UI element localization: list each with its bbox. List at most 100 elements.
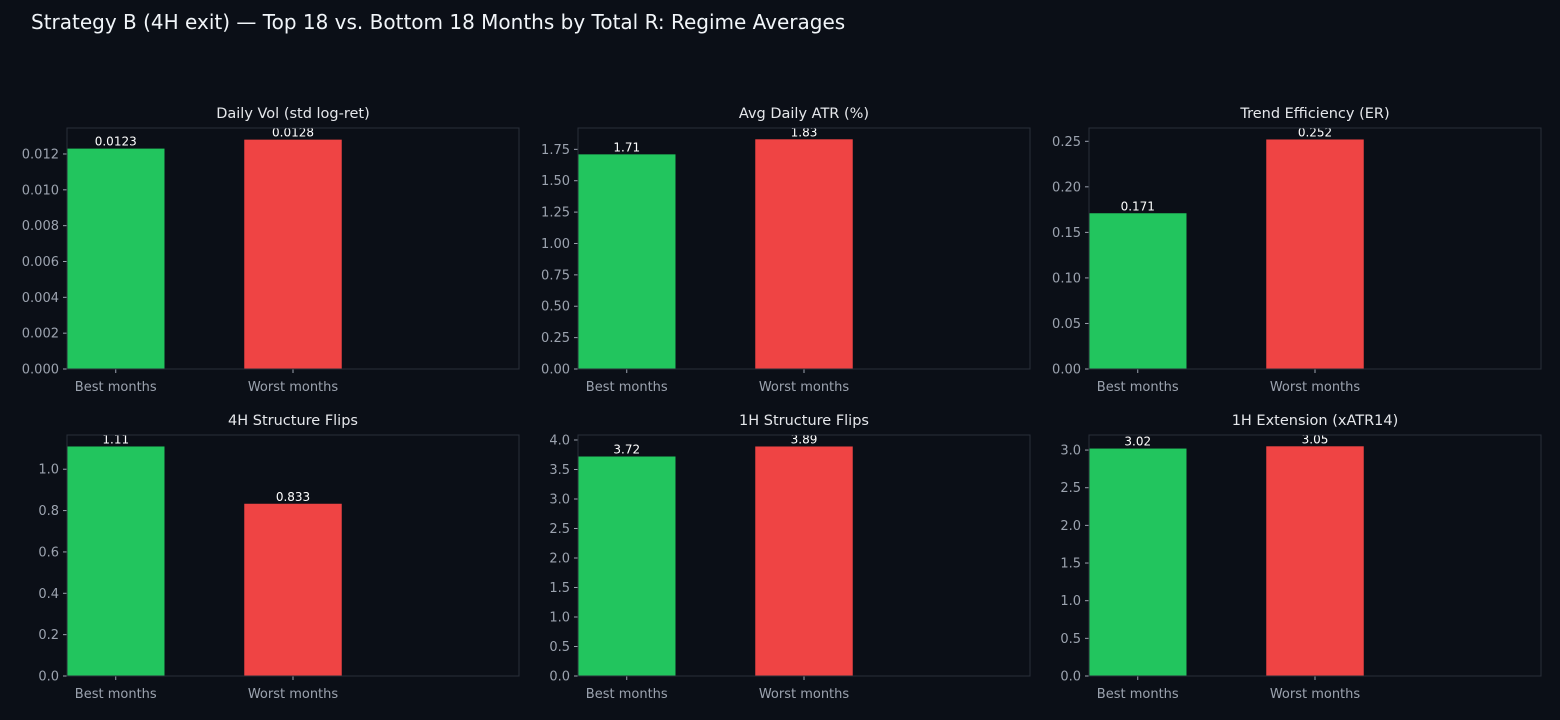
chart-panel-5: 1H Structure Flips 3.72 3.89 0.0 0.5 1.0 1.5 2.… [549, 413, 1031, 702]
y-tick-label: 0.10 [1052, 271, 1081, 286]
bar-best-months [1089, 213, 1187, 369]
y-tick-label: 0.4 [38, 587, 59, 602]
chart-panel-2: Avg Daily ATR (%) 1.71 1.83 0.00 0.25 0.50 0.7… [541, 106, 1031, 395]
y-tick-label: 2.5 [1060, 481, 1081, 496]
y-tick-label: 0.50 [541, 300, 570, 315]
bar-worst-months [1266, 139, 1364, 369]
y-tick-label: 1.0 [549, 610, 570, 625]
x-tick-label: Best months [1097, 687, 1179, 702]
axes-frame [66, 127, 520, 370]
y-tick-label: 0.6 [38, 545, 59, 560]
x-tick-label: Worst months [759, 687, 850, 702]
bar-value-label: 3.05 [1302, 432, 1329, 446]
y-tick-label: 3.0 [549, 492, 570, 507]
y-tick-label: 0.20 [1052, 180, 1081, 195]
y-tick-label: 0.000 [22, 363, 59, 378]
y-tick-label: 4.0 [549, 433, 570, 448]
y-tick-label: 0.002 [22, 327, 59, 342]
bar-best-months [1089, 448, 1187, 676]
x-tick-label: Worst months [248, 687, 339, 702]
y-tick-label: 0.0 [549, 670, 570, 685]
chart-panel-4: 4H Structure Flips 1.11 0.833 0.0 0.2 0.4 0.6 0… [38, 413, 520, 702]
y-tick-label: 0.5 [549, 640, 570, 655]
x-tick-label: Best months [586, 687, 668, 702]
y-tick-label: 0.004 [22, 291, 59, 306]
x-tick-label: Best months [75, 380, 157, 395]
bar-value-label: 3.72 [613, 443, 640, 457]
y-tick-label: 0.05 [1052, 317, 1081, 332]
bar-value-label: 0.171 [1121, 199, 1155, 213]
x-tick-label: Best months [75, 687, 157, 702]
bar-value-label: 0.0128 [272, 126, 314, 140]
y-tick-label: 2.0 [549, 551, 570, 566]
y-tick-label: 1.0 [1060, 594, 1081, 609]
x-tick-label: Worst months [248, 380, 339, 395]
figure-title: Strategy B (4H exit) — Top 18 vs. Bottom… [31, 10, 845, 34]
bar-best-months [67, 148, 165, 369]
y-tick-label: 1.5 [549, 581, 570, 596]
y-tick-label: 0.0 [1060, 670, 1081, 685]
y-tick-label: 0.00 [1052, 363, 1081, 378]
y-tick-label: 0.8 [38, 504, 59, 519]
y-tick-label: 0.010 [22, 183, 59, 198]
chart-panels: Daily Vol (std log-ret)0.01230.01280.000… [22, 106, 1542, 702]
y-tick-label: 1.75 [541, 143, 570, 158]
y-tick-label: 1.5 [1060, 557, 1081, 572]
y-tick-label: 0.008 [22, 219, 59, 234]
axes-frame [577, 434, 1031, 677]
y-tick-label: 0.25 [541, 331, 570, 346]
y-tick-label: 3.5 [549, 463, 570, 478]
panel-title: Daily Vol (std log-ret) [216, 106, 370, 122]
chart-panel-6: 1H Extension (xATR14) 3.02 3.05 0.0 0.5 1.0 1.… [1060, 413, 1542, 702]
y-tick-label: 0.75 [541, 268, 570, 283]
y-tick-label: 2.0 [1060, 519, 1081, 534]
axes-frame [577, 127, 1031, 370]
bar-value-label: 3.89 [791, 432, 818, 446]
bar-value-label: 0.833 [276, 490, 310, 504]
x-tick-label: Best months [1097, 380, 1179, 395]
chart-panel-3: Trend Efficiency (ER) 0.171 0.252 0.00 0.05 0… [1052, 106, 1542, 395]
bar-value-label: 1.83 [791, 125, 818, 139]
y-tick-label: 1.50 [541, 174, 570, 189]
panel-title: 4H Structure Flips [228, 413, 358, 429]
bar-value-label: 1.11 [102, 432, 129, 446]
y-tick-label: 1.00 [541, 237, 570, 252]
axes-frame [1088, 434, 1542, 677]
bar-worst-months [755, 139, 853, 369]
y-tick-label: 0.25 [1052, 135, 1081, 150]
bar-value-label: 1.71 [613, 140, 640, 154]
y-tick-label: 1.25 [541, 206, 570, 221]
bar-worst-months [244, 139, 342, 369]
panel-title: 1H Structure Flips [739, 413, 869, 429]
panel-title: Avg Daily ATR (%) [739, 106, 869, 122]
panel-title: Trend Efficiency (ER) [1239, 106, 1389, 122]
y-tick-label: 0.0 [38, 670, 59, 685]
bar-worst-months [755, 446, 853, 676]
bar-value-label: 0.252 [1298, 125, 1332, 139]
y-tick-label: 0.00 [541, 363, 570, 378]
y-tick-label: 1.0 [38, 463, 59, 478]
chart-panel-1: Daily Vol (std log-ret) 0.0123 0.0128 0.000… [22, 106, 520, 395]
y-tick-label: 3.0 [1060, 444, 1081, 459]
x-tick-label: Best months [586, 380, 668, 395]
panel-title: 1H Extension (xATR14) [1232, 413, 1399, 429]
y-tick-label: 0.15 [1052, 226, 1081, 241]
bar-best-months [67, 446, 165, 676]
bar-best-months [578, 154, 676, 369]
bar-best-months [578, 456, 676, 676]
axes-frame [1088, 127, 1542, 370]
x-tick-label: Worst months [759, 380, 850, 395]
y-tick-label: 0.2 [38, 628, 59, 643]
bar-value-label: 0.0123 [95, 135, 137, 149]
y-tick-label: 0.5 [1060, 632, 1081, 647]
axes-frame [66, 434, 520, 677]
x-tick-label: Worst months [1270, 687, 1361, 702]
bar-worst-months [244, 503, 342, 676]
y-tick-label: 0.006 [22, 255, 59, 270]
y-tick-label: 0.012 [22, 147, 59, 162]
bar-value-label: 3.02 [1124, 435, 1151, 449]
x-tick-label: Worst months [1270, 380, 1361, 395]
y-tick-label: 2.5 [549, 522, 570, 537]
bar-worst-months [1266, 446, 1364, 676]
